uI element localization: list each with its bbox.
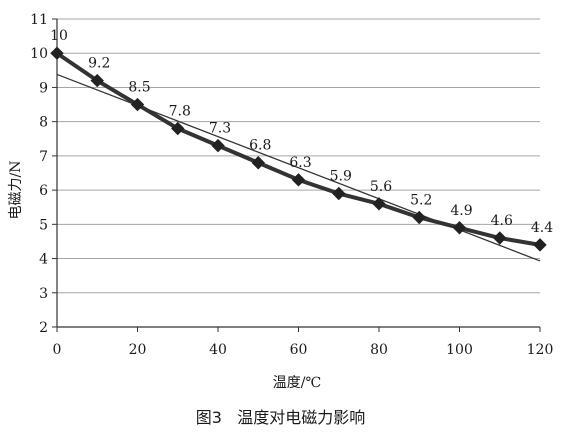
data-point-marker [211,138,225,153]
data-label: 4.9 [450,203,472,219]
x-tick-label: 60 [290,342,308,358]
data-point-marker [130,97,145,112]
data-point-marker [412,210,426,225]
data-label: 5.9 [330,169,352,185]
data-label: 6.3 [289,155,311,171]
y-tick-label: 9 [39,80,48,96]
data-label: 5.2 [410,192,432,208]
y-tick-label: 3 [39,286,48,302]
y-tick-label: 7 [39,149,48,165]
data-point-marker [332,186,346,201]
x-tick-label: 40 [209,342,227,358]
data-point-marker [50,46,64,60]
y-tick-label: 11 [30,12,48,28]
x-axis-tick-labels: 0 20 40 60 80 100 120 [53,342,554,358]
x-axis-title: 温度/℃ [273,375,321,391]
data-point-marker [452,221,467,235]
figure-caption: 图3 温度对电磁力影响 [195,408,366,427]
data-label: 9.2 [88,56,110,72]
y-tick-label: 2 [39,320,48,336]
axes [52,18,541,332]
y-tick-label: 5 [39,217,48,233]
y-tick-label: 10 [30,46,48,62]
series-layer [50,46,547,252]
data-point-marker [533,238,547,252]
data-point-marker [372,197,386,211]
data-label: 4.6 [491,213,513,229]
data-label: 4.4 [531,220,553,236]
y-tick-label: 4 [39,252,48,268]
data-point-marker [493,231,507,245]
data-label: 10 [50,28,68,44]
y-axis-title: 电磁力/N [8,161,24,220]
y-tick-label: 6 [39,183,48,199]
grid-lines [57,18,540,294]
x-tick-label: 0 [53,342,62,358]
x-tick-label: 80 [370,342,388,358]
x-tick-label: 20 [129,342,147,358]
data-label: 6.8 [249,138,271,154]
data-label: 7.3 [209,121,231,137]
data-point-marker [251,156,265,170]
x-tick-label: 100 [446,342,473,358]
data-point-marker [90,73,104,88]
y-tick-label: 8 [39,115,48,131]
data-point-marker [171,121,185,136]
y-axis-tick-labels: 2 3 4 5 6 7 8 9 10 11 [30,12,48,336]
x-tick-label: 120 [527,342,554,358]
data-label: 5.6 [370,179,392,195]
data-label: 7.8 [169,104,191,120]
data-labels: 10 9.2 8.5 7.8 7.3 6.8 6.3 5.9 5.6 5.2 4.9 4.6 4.4 [50,28,553,236]
data-point-marker [291,173,306,187]
data-label: 8.5 [128,80,150,96]
